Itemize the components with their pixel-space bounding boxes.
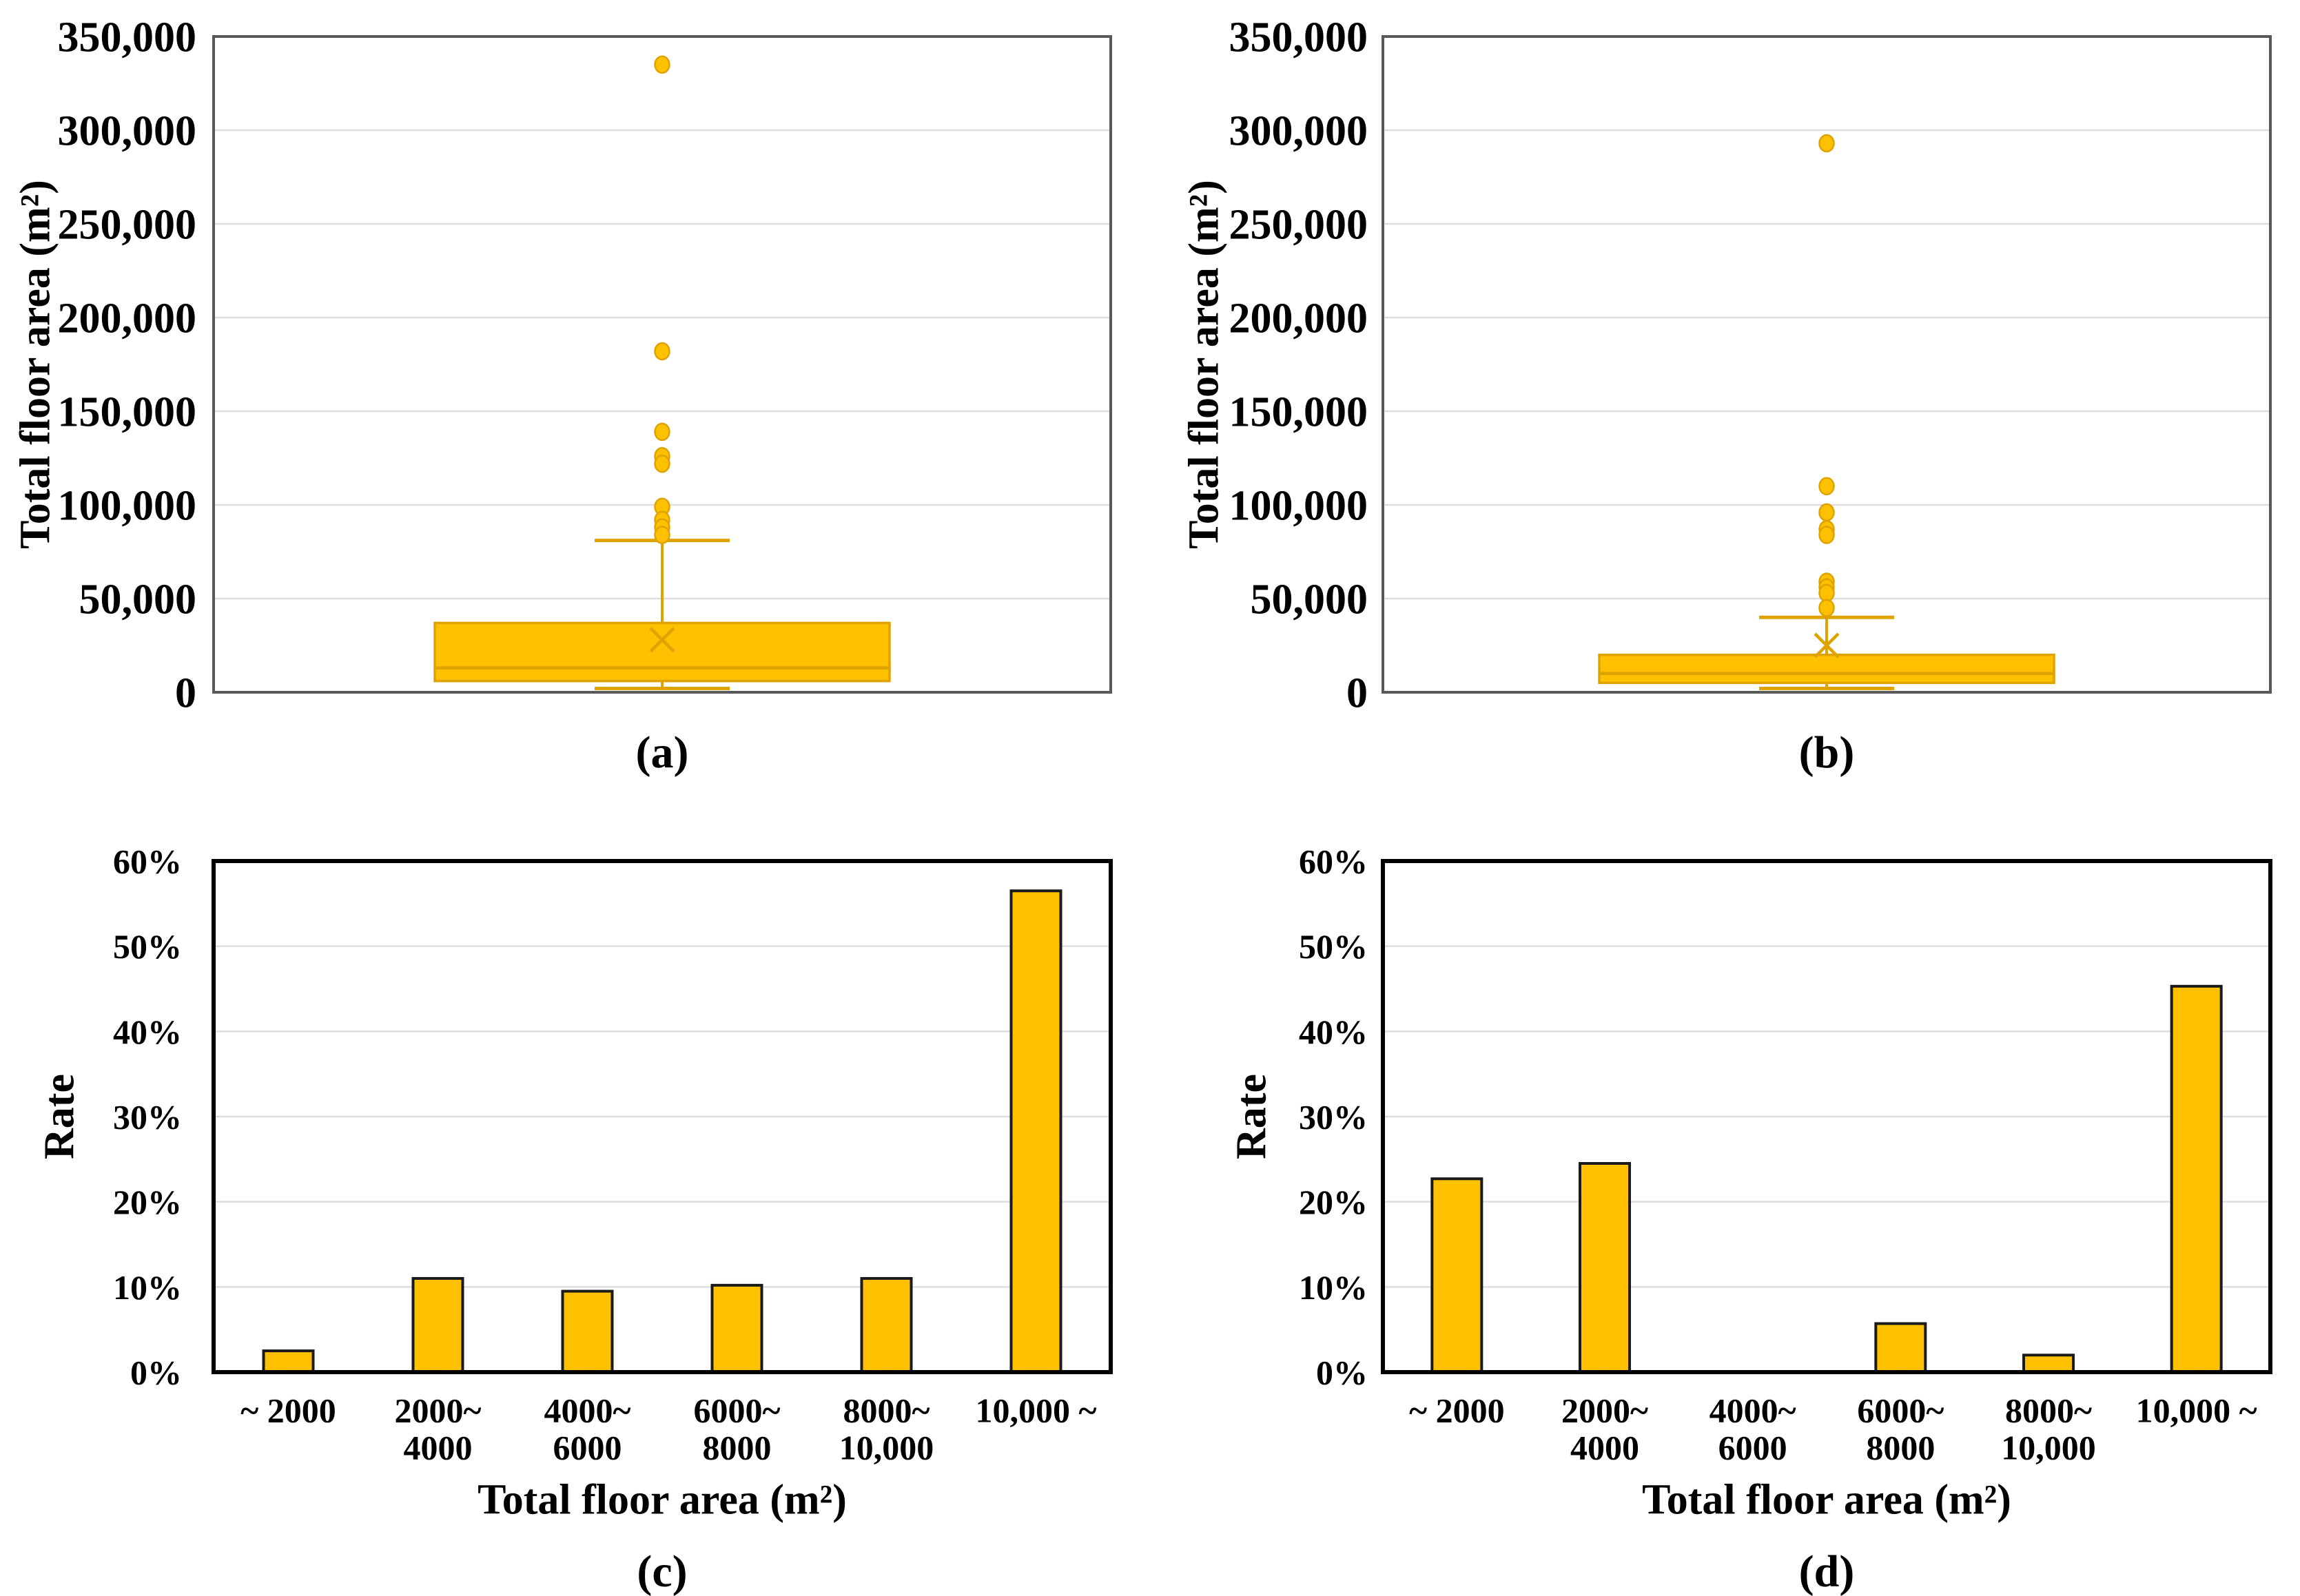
outlier-point bbox=[654, 526, 670, 544]
y-axis-tick-label: 10% bbox=[1299, 1268, 1368, 1307]
bar bbox=[1579, 1162, 1631, 1374]
outlier-point bbox=[1818, 599, 1835, 617]
x-axis-tick-label: 4000 bbox=[1570, 1429, 1639, 1467]
y-axis-tick-label: 50% bbox=[1299, 927, 1368, 966]
x-axis-tick-label: 8000~ bbox=[843, 1391, 930, 1430]
outlier-point bbox=[1818, 583, 1835, 603]
boxplot-chart-a: 0 50,000 100,000 150,000 200,000 250,000 300,0… bbox=[12, 14, 1112, 778]
x-axis-tick-label: 4000 bbox=[404, 1429, 473, 1467]
bar-panel-c: 0% 10% 20% 30% 40% 50% 60% Rate ~ 2000 2000~ 4000 4… bbox=[0, 798, 1150, 1596]
y-axis-tick-label: 60% bbox=[113, 842, 182, 881]
y-axis-tick-label: 300,000 bbox=[1229, 108, 1368, 155]
panel-label: (b) bbox=[1799, 727, 1855, 778]
mean-marker-icon bbox=[649, 627, 675, 653]
bar-panel-d: 0% 10% 20% 30% 40% 50% 60% Rate ~ 2000 2000~ 4000 4… bbox=[1150, 798, 2300, 1596]
y-axis-tick-label: 100,000 bbox=[1229, 483, 1368, 530]
outlier-point bbox=[654, 422, 670, 442]
y-axis-tick-label: 0% bbox=[1316, 1354, 1368, 1392]
y-axis-tick-label: 100,000 bbox=[58, 483, 197, 530]
x-axis-tick-label: 10,000 bbox=[2001, 1429, 2096, 1467]
x-axis-tick-label: ~ 2000 bbox=[1409, 1391, 1505, 1430]
y-axis-tick-label: 30% bbox=[1299, 1098, 1368, 1137]
outlier-point bbox=[1818, 503, 1835, 522]
y-axis-tick-label: 40% bbox=[113, 1013, 182, 1051]
bar bbox=[1430, 1177, 1483, 1374]
outlier-point bbox=[1818, 134, 1835, 153]
mean-marker-icon bbox=[1814, 632, 1840, 659]
bar bbox=[1874, 1322, 1927, 1374]
x-axis-tick-label: 10,000 ~ bbox=[975, 1391, 1096, 1430]
x-axis-tick-label: 2000~ bbox=[394, 1391, 481, 1430]
x-axis-tick-label: ~ 2000 bbox=[240, 1391, 336, 1430]
outlier-point bbox=[654, 342, 670, 361]
panel-label: (c) bbox=[637, 1546, 687, 1596]
bar-chart-c: 0% 10% 20% 30% 40% 50% 60% Rate ~ 2000 2000~4000 4… bbox=[37, 842, 1113, 1596]
y-axis-title: Total floor area (m²) bbox=[12, 180, 59, 549]
box bbox=[433, 621, 891, 683]
x-axis-tick-label: 10,000 ~ bbox=[2136, 1391, 2257, 1430]
bar bbox=[860, 1276, 913, 1374]
y-axis-tick-label: 30% bbox=[113, 1098, 182, 1137]
y-axis-tick-label: 60% bbox=[1299, 842, 1368, 881]
y-axis-tick-label: 200,000 bbox=[58, 296, 197, 342]
plot-border bbox=[1381, 859, 2272, 1374]
bar-chart-d: 0% 10% 20% 30% 40% 50% 60% Rate ~ 2000 2000~4000 4… bbox=[1229, 842, 2272, 1596]
x-axis-tick-label: 6000~ bbox=[693, 1391, 780, 1430]
x-axis-tick-label: 2000~ bbox=[1561, 1391, 1648, 1430]
y-axis-tick-label: 250,000 bbox=[1229, 202, 1368, 249]
plot-border bbox=[212, 35, 1112, 694]
outlier-point bbox=[654, 55, 670, 74]
y-axis-tick-label: 250,000 bbox=[58, 202, 197, 249]
y-axis-tick-label: 10% bbox=[113, 1268, 182, 1307]
boxplot-panel-a: 0 50,000 100,000 150,000 200,000 250,000 300,0… bbox=[0, 0, 1150, 798]
x-axis-tick-label: 4000~ bbox=[544, 1391, 630, 1430]
y-axis-tick-label: 150,000 bbox=[1229, 389, 1368, 436]
y-axis-tick-label: 350,000 bbox=[1229, 14, 1368, 61]
y-axis-tick-label: 0% bbox=[130, 1354, 182, 1392]
outlier-point bbox=[1818, 526, 1835, 544]
y-axis-tick-label: 150,000 bbox=[58, 389, 197, 436]
boxplot-chart-b: 0 50,000 100,000 150,000 200,000 250,000 300,0… bbox=[1181, 14, 2272, 778]
boxplot-panel-b: 0 50,000 100,000 150,000 200,000 250,000 300,0… bbox=[1150, 0, 2300, 798]
x-axis-tick-label: 6000 bbox=[1718, 1429, 1787, 1467]
box bbox=[1598, 653, 2055, 685]
x-axis-tick-label: 8000~ bbox=[2005, 1391, 2092, 1430]
y-axis-title: Rate bbox=[1229, 1074, 1275, 1159]
bar bbox=[561, 1289, 614, 1374]
y-axis-tick-label: 50,000 bbox=[1251, 577, 1368, 623]
x-axis-title: Total floor area (m²) bbox=[478, 1477, 847, 1524]
x-axis-tick-label: 8000 bbox=[703, 1429, 772, 1467]
bar bbox=[2022, 1354, 2075, 1374]
y-axis-tick-label: 50% bbox=[113, 927, 182, 966]
panel-label: (a) bbox=[636, 727, 689, 778]
y-axis-title: Rate bbox=[37, 1074, 83, 1159]
y-axis-tick-label: 0 bbox=[1346, 670, 1368, 717]
y-axis-title: Total floor area (m²) bbox=[1181, 180, 1228, 549]
x-axis-tick-label: 6000~ bbox=[1857, 1391, 1944, 1430]
plot-border bbox=[212, 859, 1113, 1374]
y-axis-tick-label: 200,000 bbox=[1229, 296, 1368, 342]
y-axis-tick-label: 50,000 bbox=[79, 577, 197, 623]
y-axis-tick-label: 350,000 bbox=[58, 14, 197, 61]
x-axis-tick-label: 10,000 bbox=[839, 1429, 934, 1467]
panel-label: (d) bbox=[1799, 1546, 1855, 1596]
bar bbox=[1009, 889, 1062, 1374]
x-axis-tick-label: 8000 bbox=[1866, 1429, 1935, 1467]
y-axis-tick-label: 20% bbox=[1299, 1183, 1368, 1221]
bar bbox=[2170, 984, 2223, 1374]
plot-border bbox=[1382, 35, 2272, 694]
outlier-point bbox=[1818, 477, 1835, 496]
y-axis-tick-label: 300,000 bbox=[58, 108, 197, 155]
bar bbox=[262, 1349, 315, 1374]
bar bbox=[411, 1276, 464, 1374]
x-axis-tick-label: 4000~ bbox=[1709, 1391, 1796, 1430]
bar bbox=[710, 1283, 763, 1374]
outlier-point bbox=[654, 454, 670, 473]
y-axis-tick-label: 0 bbox=[175, 670, 196, 717]
y-axis-tick-label: 40% bbox=[1299, 1013, 1368, 1051]
x-axis-tick-label: 6000 bbox=[553, 1429, 622, 1467]
x-axis-title: Total floor area (m²) bbox=[1642, 1477, 2011, 1524]
y-axis-tick-label: 20% bbox=[113, 1183, 182, 1221]
